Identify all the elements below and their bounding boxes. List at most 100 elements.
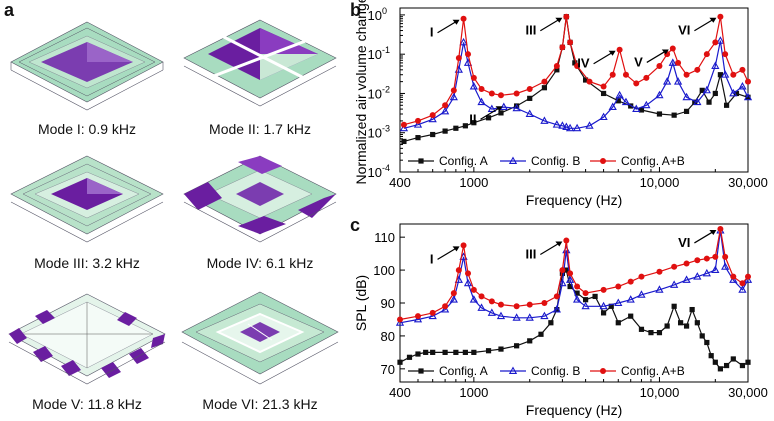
chart-c-data-point: [599, 301, 608, 310]
chart-b-legend-label: Config. B: [531, 154, 580, 168]
chart-b-data-point: [616, 46, 623, 53]
chart-b-annotation-label: I: [430, 25, 434, 40]
chart-c-data-point: [567, 270, 574, 277]
chart-c-data-point: [704, 339, 710, 346]
chart-c-data-point: [470, 286, 477, 293]
chart-b-data-point: [525, 109, 534, 117]
chart-b-xlabel: Frequency (Hz): [526, 192, 622, 208]
chart-b-data-point: [498, 110, 504, 116]
chart-c-data-point: [655, 285, 664, 293]
chart-b-data-point: [600, 90, 607, 97]
panel-label-b: b: [350, 0, 361, 20]
chart-b-annotation-arrowhead: [495, 106, 503, 112]
chart-b-data-point: [721, 70, 730, 78]
chart-c-legend-label: Config. A: [439, 364, 488, 378]
chart-c-data-point: [440, 305, 450, 313]
chart-b-annotation-arrow: [480, 106, 501, 120]
chart-c-data-point: [708, 353, 714, 359]
chart-c-data-point: [615, 283, 622, 290]
chart-b-data-point: [662, 77, 672, 85]
chart-c-data-point: [462, 349, 468, 355]
chart-b-data-point: [428, 114, 437, 123]
chart-b-data-point: [706, 99, 712, 105]
chart-b-annotation-label: IV: [577, 56, 590, 71]
chart-b-annotation-label: III: [525, 23, 536, 38]
chart-c-data-point: [626, 295, 635, 303]
chart-b-data-point: [572, 123, 582, 132]
chart-c-data-point: [565, 275, 575, 283]
chart-b-data-point: [513, 90, 520, 97]
chart-c-data-point: [460, 242, 467, 249]
chart-c-series-2: [397, 225, 751, 323]
chart-b-ytick-exponent: -3: [382, 124, 390, 134]
chart-c-data-point: [703, 255, 710, 262]
chart-b-data-point: [429, 112, 436, 119]
chart-c-data-point: [541, 300, 548, 306]
chart-c-xtick-label: 10,000: [640, 385, 680, 400]
chart-b-data-point: [621, 97, 631, 106]
chart-b-ytick-label: 10: [368, 126, 382, 141]
chart-b-data-point: [512, 103, 521, 112]
chart-b-annotation-arrowhead: [555, 17, 563, 23]
chart-b-data-point: [459, 37, 468, 46]
chart-c-ylabel: SPL (dB): [353, 275, 369, 331]
chart-b-data-point: [442, 128, 448, 134]
chart-c-data-point: [600, 310, 607, 316]
chart-b-data-point: [453, 125, 459, 131]
chart-b-legend-marker: [508, 156, 518, 164]
chart-c-ytick-label: 70: [381, 362, 395, 377]
chart-b-series-1: [399, 36, 753, 132]
chart-b-data-point: [622, 71, 629, 78]
chart-c-data-point: [397, 316, 403, 323]
chart-b-ytick-label: 10: [368, 47, 382, 62]
chart-c-data-point: [745, 359, 751, 365]
chart-b-data-point: [552, 120, 561, 128]
chart-b-data-point: [699, 87, 705, 93]
chart-b-data-point: [633, 80, 640, 87]
chart-b-legend-marker: [418, 158, 424, 164]
chart-c-data-point: [738, 285, 747, 293]
chart-b-series-0: [401, 14, 751, 145]
chart-b-data-point: [716, 36, 725, 44]
chart-b-annotation-arrowhead: [452, 19, 460, 25]
chart-c-data-point: [671, 303, 677, 309]
chart-b-data-point: [582, 77, 589, 83]
mode-caption-4: Mode IV: 6.1 kHz: [206, 255, 314, 271]
chart-c-data-point: [465, 270, 472, 277]
chart-b-data-point: [733, 90, 740, 97]
chart-c-data-point: [559, 267, 566, 274]
chart-c-legend-label: Config. A+B: [621, 364, 685, 378]
chart-c-legend-label: Config. B: [531, 364, 580, 378]
chart-b-data-point: [608, 102, 617, 111]
chart-c-annotation-label: VI: [678, 235, 690, 250]
chart-b-data-point: [415, 135, 421, 141]
chart-b-xtick-label: 1000: [459, 175, 488, 190]
chart-b-data-point: [675, 59, 682, 66]
chart-b-data-point: [450, 87, 457, 94]
chart-c-data-point: [729, 275, 738, 283]
chart-c-annotation-arrowhead: [452, 246, 460, 252]
chart-c-legend-marker: [418, 368, 424, 374]
chart-c-data-point: [487, 308, 496, 316]
chart-c-data-point: [683, 260, 690, 267]
chart-c-data-point: [702, 268, 711, 277]
chart-b-data-point: [711, 61, 720, 69]
chart-c-annotation-label: I: [430, 251, 434, 266]
chart-c-data-point: [699, 333, 705, 339]
chart-b-data-point: [615, 90, 624, 99]
chart-b-data-point: [717, 72, 723, 78]
chart-c-data-point: [628, 313, 634, 319]
chart-c-data-point: [656, 330, 663, 336]
chart-b-data-point: [722, 51, 729, 58]
chart-b-data-point: [703, 51, 710, 58]
chart-b-data-point: [683, 71, 690, 78]
chart-b-annotation-arrowhead: [608, 50, 616, 56]
chart-c-data-point: [442, 349, 448, 355]
chart-b-data-point: [401, 138, 407, 145]
chart-b-data-point: [599, 112, 608, 121]
chart-b-annotation-arrow: [694, 18, 715, 32]
chart-b-data-point: [430, 131, 436, 138]
chart-b-data-point: [694, 66, 701, 73]
panel-label-c: c: [350, 215, 361, 235]
chart-c-data-point: [574, 283, 581, 290]
